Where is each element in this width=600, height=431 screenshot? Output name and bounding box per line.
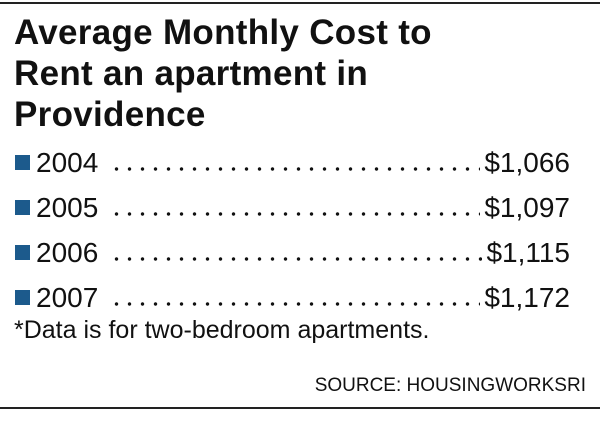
bullet xyxy=(15,245,30,260)
dot-leader xyxy=(110,255,483,262)
row: 2006 $1,115 xyxy=(15,230,570,275)
title: Average Monthly Cost to Rent an apartmen… xyxy=(14,13,432,134)
rows: 2004 $1,066 2005 $1,097 2006 $1,115 2007 $1,172 xyxy=(15,140,570,320)
bullet xyxy=(15,200,30,215)
dot-leader xyxy=(110,210,481,217)
row: 2007 $1,172 xyxy=(15,275,570,320)
cost: $1,066 xyxy=(484,146,570,178)
cost: $1,172 xyxy=(484,281,570,313)
cost: $1,097 xyxy=(484,191,570,223)
year: 2005 xyxy=(36,191,99,223)
cost: $1,115 xyxy=(486,236,570,268)
row: 2005 $1,097 xyxy=(15,185,570,230)
source: SOURCE: HOUSINGWORKSRI xyxy=(314,375,586,396)
year: 2004 xyxy=(36,146,99,178)
dot-leader xyxy=(110,165,481,172)
bottom-rule xyxy=(0,407,600,409)
footnote: *Data is for two-bedroom apartments. xyxy=(14,316,430,344)
dot-leader xyxy=(110,300,481,307)
top-rule xyxy=(0,2,600,4)
year: 2006 xyxy=(36,236,99,268)
bullet xyxy=(15,290,30,305)
bullet xyxy=(15,155,30,170)
row: 2004 $1,066 xyxy=(15,140,570,185)
year: 2007 xyxy=(36,281,99,313)
